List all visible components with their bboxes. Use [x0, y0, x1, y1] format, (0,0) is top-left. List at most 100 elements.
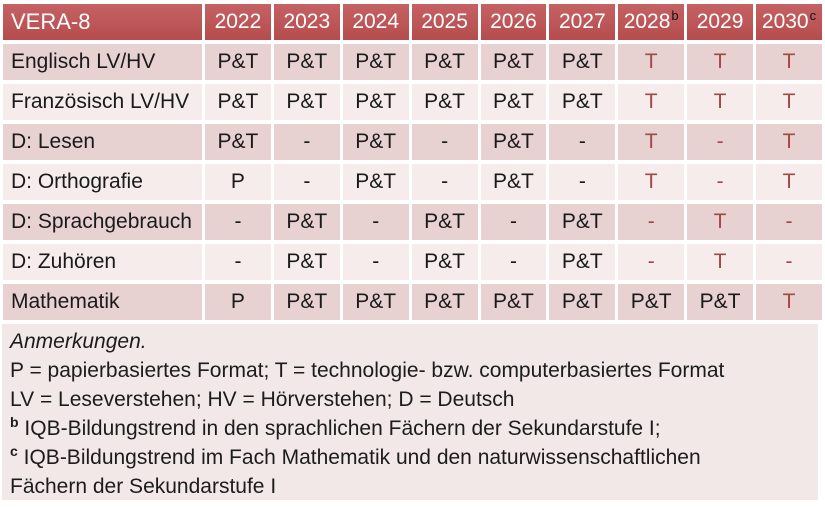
format-cell: - — [687, 124, 753, 160]
year-label: 2027 — [558, 10, 606, 33]
footnote-marker: b — [10, 414, 19, 430]
row-label: Französisch LV/HV — [3, 84, 202, 120]
year-column-header: 2022 — [205, 4, 271, 40]
format-cell: P&T — [205, 124, 271, 160]
year-label: 2025 — [421, 10, 468, 33]
format-cell: T — [756, 84, 822, 120]
note-line: b IQB-Bildungstrend in den sprachlichen … — [10, 414, 661, 440]
row-label: D: Sprachgebrauch — [3, 204, 202, 240]
format-cell: P&T — [411, 204, 478, 240]
format-cell: - — [549, 164, 616, 200]
table-header-row: VERA-8 2022 2023 2024 2025 2026 2027 2028b 2029… — [3, 4, 822, 40]
format-cell: P&T — [549, 84, 616, 120]
format-cell: - — [756, 244, 822, 280]
format-cell: T — [618, 124, 685, 160]
format-cell: T — [756, 284, 822, 320]
format-cell: P&T — [411, 284, 478, 320]
format-cell: T — [687, 244, 753, 280]
table-row: D: Lesen P&T - P&T - P&T - T - T — [3, 124, 822, 160]
year-column-header: 2023 — [273, 4, 340, 40]
year-column-header: 2025 — [411, 4, 478, 40]
format-cell: T — [756, 124, 822, 160]
row-label: D: Lesen — [3, 124, 202, 160]
format-cell: - — [480, 204, 547, 240]
format-cell: T — [687, 44, 753, 80]
format-cell: - — [273, 164, 340, 200]
format-cell: P&T — [549, 44, 616, 80]
format-cell: - — [342, 244, 409, 280]
year-label: 2028 — [623, 10, 671, 33]
format-cell: P&T — [342, 84, 409, 120]
format-cell: - — [618, 244, 685, 280]
format-cell: P&T — [549, 244, 616, 280]
format-cell: T — [618, 84, 685, 120]
format-cell: P&T — [549, 284, 616, 320]
format-cell: P — [205, 164, 271, 200]
format-cell: - — [342, 204, 409, 240]
footnote-marker: c — [809, 8, 817, 23]
format-cell: - — [549, 124, 616, 160]
note-line: Fächern der Sekundarstufe I — [10, 475, 277, 498]
footnote-marker: c — [10, 443, 18, 459]
year-column-header: 2026 — [480, 4, 547, 40]
format-cell: P&T — [480, 164, 547, 200]
table-row: Französisch LV/HV P&T P&T P&T P&T P&T P&T T T T — [3, 84, 822, 120]
format-cell: - — [618, 204, 685, 240]
format-cell: P&T — [205, 44, 271, 80]
format-cell: - — [273, 124, 340, 160]
vera8-schedule-table: VERA-8 2022 2023 2024 2025 2026 2027 2028b 2029… — [3, 4, 822, 320]
format-cell: - — [687, 164, 753, 200]
year-column-header: 2029 — [687, 4, 753, 40]
format-cell: P&T — [273, 44, 340, 80]
format-cell: P&T — [618, 284, 685, 320]
format-cell: - — [480, 244, 547, 280]
format-cell: T — [756, 44, 822, 80]
table-row: Mathematik P P&T P&T P&T P&T P&T P&T P&T T — [3, 284, 822, 320]
format-cell: - — [205, 204, 271, 240]
format-cell: - — [205, 244, 271, 280]
format-cell: - — [756, 204, 822, 240]
year-label: 2030 — [761, 10, 809, 33]
year-column-header: 2030c — [756, 4, 822, 40]
format-cell: P&T — [273, 204, 340, 240]
year-label: 2024 — [352, 10, 400, 33]
notes-heading: Anmerkungen. — [10, 330, 147, 353]
format-cell: T — [618, 164, 685, 200]
format-cell: P&T — [411, 84, 478, 120]
format-cell: P — [205, 284, 271, 320]
format-cell: - — [411, 124, 478, 160]
row-label: D: Orthografie — [3, 164, 202, 200]
footnote-marker: b — [671, 8, 679, 23]
format-cell: P&T — [480, 124, 547, 160]
format-cell: P&T — [273, 244, 340, 280]
table-row: Englisch LV/HV P&T P&T P&T P&T P&T P&T T T T — [3, 44, 822, 80]
format-cell: P&T — [342, 124, 409, 160]
format-cell: P&T — [273, 284, 340, 320]
year-label: 2023 — [283, 10, 331, 33]
format-cell: P&T — [342, 164, 409, 200]
format-cell: P&T — [480, 284, 547, 320]
format-cell: P&T — [687, 284, 753, 320]
table-row: D: Zuhören - P&T - P&T - P&T - T - — [3, 244, 822, 280]
year-column-header: 2027 — [549, 4, 616, 40]
format-cell: P&T — [549, 204, 616, 240]
format-cell: P&T — [273, 84, 340, 120]
format-cell: P&T — [411, 244, 478, 280]
note-line: P = papierbasiertes Format; T = technolo… — [10, 359, 725, 382]
year-column-header: 2024 — [342, 4, 409, 40]
format-cell: P&T — [342, 44, 409, 80]
format-cell: P&T — [205, 84, 271, 120]
table-row: D: Orthografie P - P&T - P&T - T - T — [3, 164, 822, 200]
format-cell: T — [687, 204, 753, 240]
year-column-header: 2028b — [618, 4, 685, 40]
notes-block: Anmerkungen. P = papierbasiertes Format;… — [2, 324, 818, 500]
row-label: Mathematik — [3, 284, 202, 320]
format-cell: P&T — [342, 284, 409, 320]
table-row: D: Sprachgebrauch - P&T - P&T - P&T - T - — [3, 204, 822, 240]
year-label: 2029 — [696, 10, 744, 33]
format-cell: T — [618, 44, 685, 80]
format-cell: T — [687, 84, 753, 120]
row-label: D: Zuhören — [3, 244, 202, 280]
format-cell: - — [411, 164, 478, 200]
